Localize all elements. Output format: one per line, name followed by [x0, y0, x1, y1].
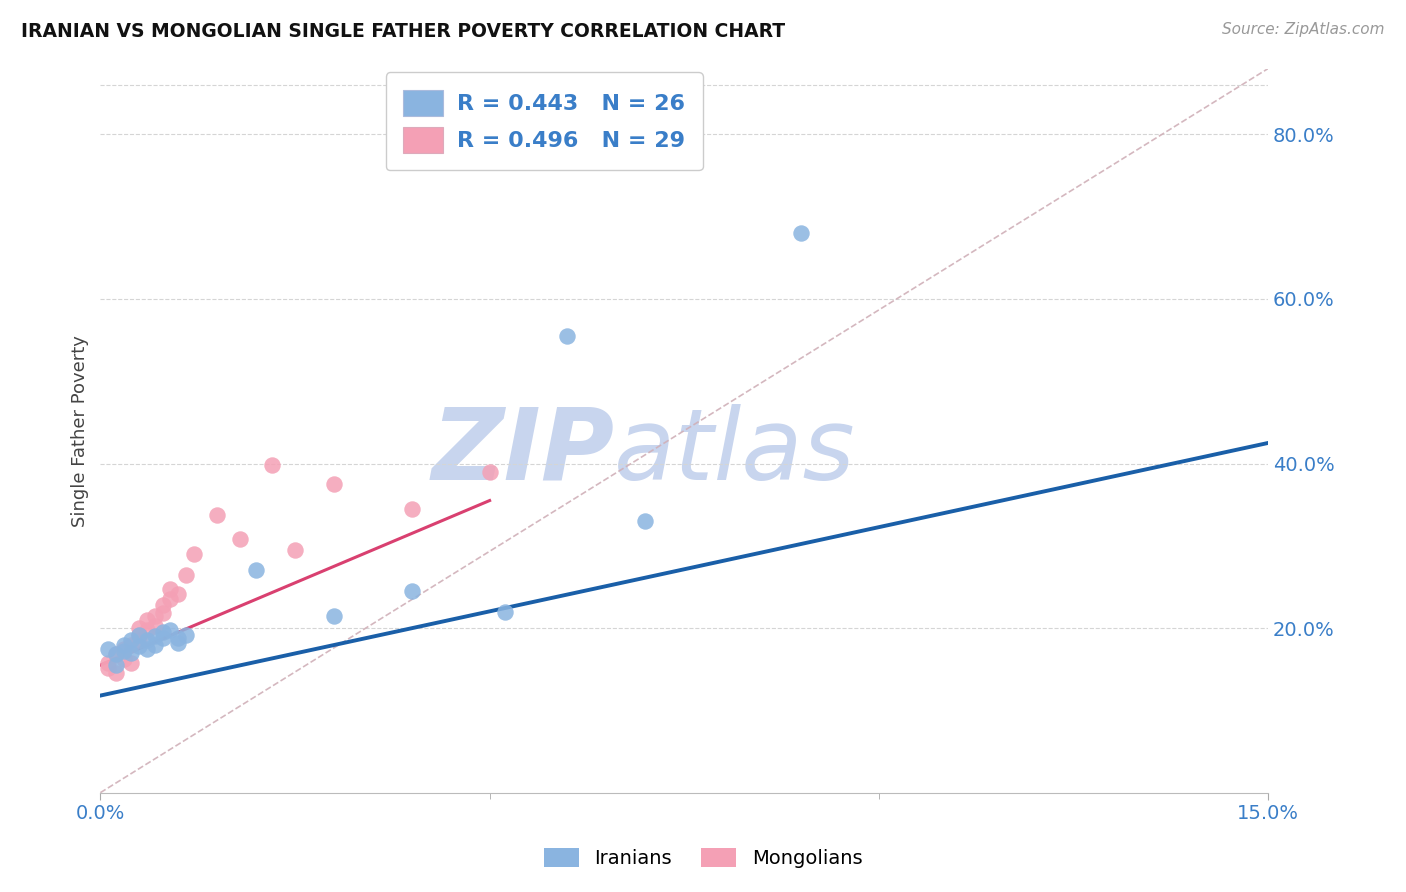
Point	[121, 646, 143, 660]
Point	[245, 564, 267, 578]
Point	[790, 226, 813, 240]
Legend: R = 0.443   N = 26, R = 0.496   N = 29: R = 0.443 N = 26, R = 0.496 N = 29	[385, 72, 703, 170]
Text: atlas: atlas	[614, 404, 856, 500]
Point	[478, 465, 501, 479]
Point	[634, 514, 657, 528]
Point	[159, 582, 181, 596]
Point	[152, 607, 174, 621]
Point	[152, 631, 174, 645]
Point	[104, 666, 127, 681]
Point	[174, 628, 197, 642]
Point	[167, 586, 190, 600]
Point	[143, 629, 166, 643]
Point	[143, 619, 166, 633]
Point	[159, 623, 181, 637]
Point	[128, 633, 150, 648]
Legend: Iranians, Mongolians: Iranians, Mongolians	[534, 838, 872, 878]
Point	[322, 477, 344, 491]
Point	[152, 598, 174, 612]
Point	[104, 648, 127, 662]
Point	[159, 592, 181, 607]
Point	[143, 608, 166, 623]
Point	[104, 658, 127, 673]
Point	[121, 656, 143, 670]
Point	[183, 547, 205, 561]
Text: Source: ZipAtlas.com: Source: ZipAtlas.com	[1222, 22, 1385, 37]
Point	[121, 638, 143, 652]
Point	[128, 639, 150, 653]
Text: ZIP: ZIP	[432, 404, 614, 500]
Point	[128, 628, 150, 642]
Point	[260, 458, 283, 472]
Point	[229, 533, 252, 547]
Y-axis label: Single Father Poverty: Single Father Poverty	[72, 334, 89, 526]
Point	[174, 567, 197, 582]
Point	[121, 633, 143, 648]
Point	[401, 584, 423, 599]
Point	[494, 605, 516, 619]
Point	[128, 621, 150, 635]
Point	[284, 543, 307, 558]
Point	[401, 501, 423, 516]
Point	[128, 628, 150, 642]
Point	[143, 638, 166, 652]
Point	[97, 641, 120, 656]
Point	[136, 613, 159, 627]
Point	[112, 641, 135, 656]
Point	[104, 648, 127, 662]
Point	[112, 651, 135, 665]
Point	[112, 638, 135, 652]
Point	[205, 508, 228, 522]
Point	[112, 644, 135, 658]
Point	[136, 641, 159, 656]
Point	[97, 656, 120, 670]
Text: IRANIAN VS MONGOLIAN SINGLE FATHER POVERTY CORRELATION CHART: IRANIAN VS MONGOLIAN SINGLE FATHER POVER…	[21, 22, 785, 41]
Point	[557, 329, 579, 343]
Point	[167, 636, 190, 650]
Point	[322, 608, 344, 623]
Point	[152, 625, 174, 640]
Point	[167, 631, 190, 645]
Point	[97, 660, 120, 674]
Point	[136, 623, 159, 637]
Point	[136, 633, 159, 648]
